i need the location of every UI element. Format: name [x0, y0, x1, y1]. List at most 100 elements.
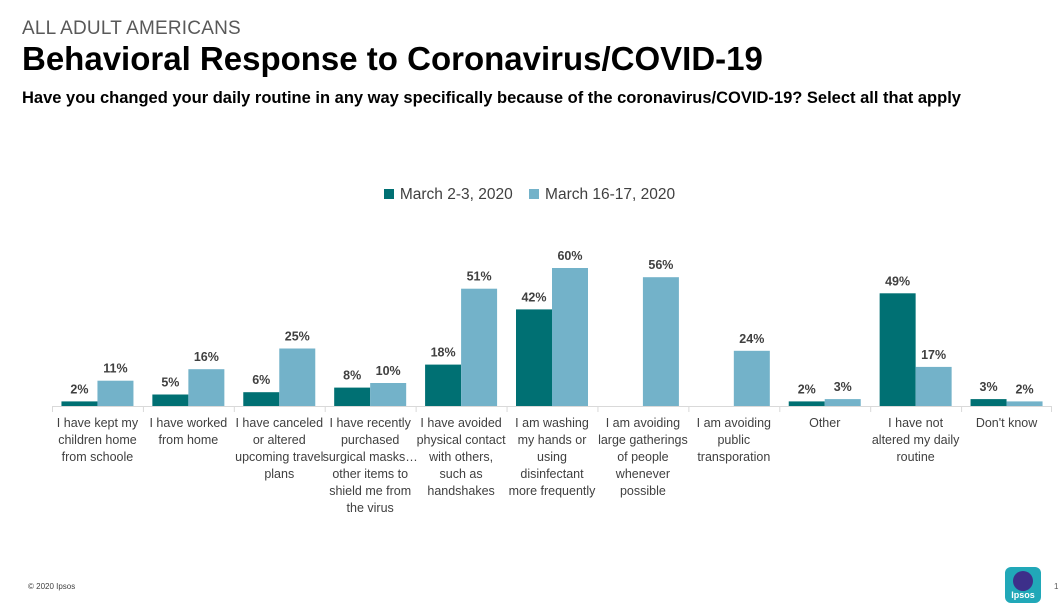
bar-march-2-3 — [61, 401, 98, 406]
category-label-line: purchased — [341, 433, 399, 447]
category-label: I have kept my children home from schoole — [57, 416, 139, 464]
data-label: 16% — [194, 350, 219, 364]
legend-swatch-march-2-3 — [383, 189, 394, 199]
bar-march-2-3 — [243, 392, 280, 406]
category-label-line: shield me from — [329, 484, 411, 498]
data-label: 5% — [161, 376, 179, 390]
category-label-line: Don't know — [976, 416, 1038, 430]
category-label-line: public — [717, 433, 750, 447]
category-label-line: I have avoided — [420, 416, 501, 430]
category-label: I am washing my hands or using disinfectant… — [509, 416, 597, 498]
category-label-line: of people — [617, 450, 668, 464]
category-label-line: such as — [440, 467, 483, 481]
legend-swatch-march-16-17 — [529, 189, 540, 199]
chart-legend: March 2-3, 2020 March 16-17, 2020 — [0, 186, 1059, 204]
data-label: 3% — [834, 380, 852, 394]
bar-march-16-17 — [97, 380, 134, 406]
data-label: 11% — [103, 362, 127, 376]
category-label-line: or altered — [253, 433, 306, 447]
bar-march-16-17 — [279, 348, 316, 406]
category-label: I have avoided physical contact with other… — [417, 416, 506, 498]
bar-march-16-17 — [370, 383, 407, 406]
bar-march-16-17 — [461, 288, 498, 406]
category-label-line: children home — [58, 433, 137, 447]
bar-march-16-17 — [1006, 401, 1043, 406]
category-label-line: I have recently — [330, 416, 412, 430]
category-label: Don't know — [976, 416, 1038, 430]
category-label-line: from schoole — [62, 450, 134, 464]
data-label: 24% — [739, 332, 764, 346]
category-label-line: with others, — [428, 450, 493, 464]
category-label-line: I have kept my — [57, 416, 139, 430]
category-label-line: large gatherings — [598, 433, 688, 447]
category-label-line: from home — [158, 433, 218, 447]
category-label-line: I am avoiding — [606, 416, 680, 430]
bar-march-16-17 — [915, 366, 952, 406]
category-label-line: whenever — [615, 467, 670, 481]
bar-march-16-17 — [552, 268, 588, 406]
bar-march-2-3 — [425, 364, 462, 406]
logo-text: Ipsos — [1011, 590, 1035, 600]
category-label-line: using — [537, 450, 567, 464]
bar-march-2-3 — [788, 401, 825, 406]
legend-item-march-16-17: March 16-17, 2020 — [529, 186, 675, 204]
category-label: I have recently purchased surgical masks… o… — [323, 416, 418, 515]
legend-item-march-2-3: March 2-3, 2020 — [383, 186, 513, 204]
bar-march-2-3 — [516, 309, 552, 406]
bar-march-2-3 — [879, 293, 916, 406]
category-label: Other — [809, 416, 840, 430]
category-label-line: handshakes — [427, 484, 494, 498]
category-label-line: disinfectant — [520, 467, 584, 481]
data-label: 17% — [921, 348, 946, 362]
category-label-line: other items to — [332, 467, 408, 481]
kicker: ALL ADULT AMERICANS — [22, 18, 241, 39]
logo-blob-icon — [1013, 571, 1033, 591]
bar-march-2-3 — [152, 394, 189, 406]
data-label: 6% — [252, 373, 270, 387]
ipsos-logo: Ipsos — [1005, 567, 1041, 603]
data-label: 18% — [431, 346, 456, 360]
legend-label-march-16-17: March 16-17, 2020 — [545, 186, 676, 203]
category-label-line: I am washing — [515, 416, 589, 430]
data-label: 3% — [980, 380, 998, 394]
category-label-line: the virus — [347, 501, 394, 515]
bar-march-2-3 — [970, 399, 1007, 406]
bar-march-16-17 — [188, 369, 225, 406]
data-label: 2% — [70, 382, 88, 396]
category-label-line: I have not — [888, 416, 943, 430]
category-label: I have not altered my daily routine — [872, 416, 960, 464]
data-label: 10% — [376, 364, 401, 378]
legend-label-march-2-3: March 2-3, 2020 — [399, 186, 513, 203]
category-label-line: I am avoiding — [697, 416, 771, 430]
category-label-line: plans — [264, 467, 294, 481]
category-label-line: altered my daily — [872, 433, 960, 447]
category-label-line: routine — [897, 450, 935, 464]
bar-march-2-3 — [334, 387, 371, 406]
data-label: 60% — [557, 249, 582, 263]
category-label: I am avoiding public transporation — [697, 416, 771, 464]
bar-march-16-17 — [733, 350, 770, 406]
bar-march-16-17 — [642, 277, 679, 406]
category-label-line: Other — [809, 416, 840, 430]
page-number: 1 — [1054, 582, 1059, 591]
data-label: 42% — [521, 290, 546, 304]
category-label-line: I have worked — [149, 416, 227, 430]
data-label: 8% — [343, 369, 361, 383]
copyright-footer: © 2020 Ipsos — [28, 582, 76, 591]
category-label-line: my hands or — [518, 433, 587, 447]
category-label-line: more frequently — [509, 484, 597, 498]
category-label-line: physical contact — [417, 433, 506, 447]
category-label: I am avoiding large gatherings of people wh… — [598, 416, 688, 498]
data-label: 2% — [798, 382, 816, 396]
data-label: 25% — [285, 330, 310, 344]
category-label-line: upcoming travel — [235, 450, 323, 464]
category-label-line: possible — [620, 484, 666, 498]
category-label: I have worked from home — [149, 416, 227, 447]
data-label: 2% — [1016, 382, 1034, 396]
data-label: 49% — [885, 274, 910, 288]
category-label-line: I have canceled — [235, 416, 323, 430]
question-subtitle: Have you changed your daily routine in a… — [22, 89, 961, 107]
data-label: 56% — [648, 258, 673, 272]
page-title: Behavioral Response to Coronavirus/COVID… — [22, 40, 763, 77]
